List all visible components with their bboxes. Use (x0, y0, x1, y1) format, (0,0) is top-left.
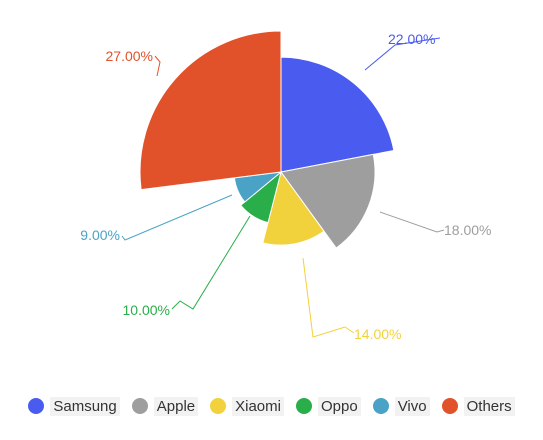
legend-item-others[interactable]: Others (441, 396, 515, 416)
legend-label-xiaomi: Xiaomi (232, 396, 284, 416)
leader-line-xiaomi (302, 257, 355, 338)
data-label-samsung: 22.00% (388, 31, 435, 47)
legend-item-oppo[interactable]: Oppo (295, 396, 361, 416)
legend-swatch-apple (131, 398, 148, 414)
legend-swatch-xiaomi (210, 398, 227, 414)
legend-swatch-others (441, 398, 458, 414)
legend-label-vivo: Vivo (394, 396, 430, 416)
slice-xiaomi[interactable] (262, 170, 325, 246)
legend-swatch-samsung (28, 398, 45, 414)
leader-line-samsung (364, 37, 441, 71)
legend-label-apple: Apple (153, 396, 199, 416)
slice-samsung[interactable] (280, 56, 395, 173)
legend-label-oppo: Oppo (317, 396, 361, 416)
legend-item-apple[interactable]: Apple (131, 396, 199, 416)
data-label-oppo: 10.00% (123, 302, 170, 318)
slice-oppo[interactable] (240, 170, 282, 224)
legend-item-xiaomi[interactable]: Xiaomi (210, 396, 284, 416)
slice-apple[interactable] (280, 153, 376, 249)
callouts-group: 22.00% 18.00% 14.00% 10.00% 9.00% 27.00% (80, 31, 491, 342)
legend-item-samsung[interactable]: Samsung (28, 396, 120, 416)
legend-item-vivo[interactable]: Vivo (372, 396, 430, 416)
leader-line-apple (379, 211, 445, 233)
legend-swatch-vivo (372, 398, 389, 414)
leader-line-vivo (121, 194, 233, 241)
legend-label-others: Others (463, 396, 515, 416)
data-label-vivo: 9.00% (80, 227, 120, 243)
data-label-apple: 18.00% (444, 222, 491, 238)
legend-label-samsung: Samsung (50, 396, 120, 416)
data-label-others: 27.00% (106, 48, 153, 64)
data-label-xiaomi: 14.00% (354, 326, 401, 342)
legend-swatch-oppo (295, 398, 312, 414)
slices-group (139, 30, 395, 249)
slice-others[interactable] (139, 30, 282, 191)
legend: Samsung Apple Xiaomi Oppo Vivo Others (0, 392, 543, 420)
leader-line-oppo (171, 215, 251, 310)
leader-line-others (154, 55, 161, 77)
